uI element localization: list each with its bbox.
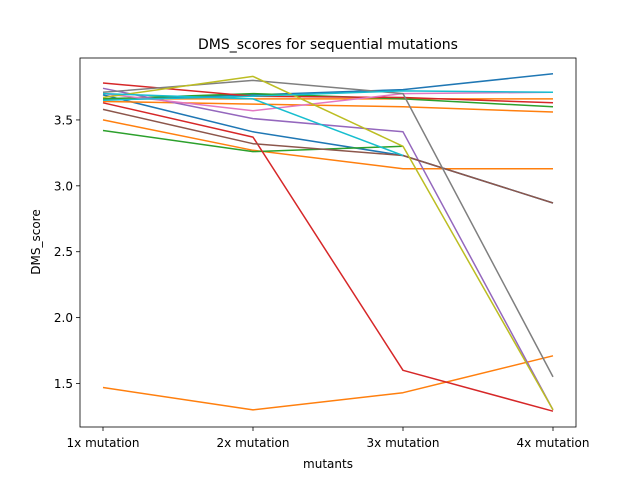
- y-tick-label: 3.5: [54, 113, 73, 127]
- series-line-3: [102, 355, 554, 411]
- y-tick-label: 3.0: [54, 179, 73, 193]
- series-line-11: [102, 87, 554, 411]
- series-line-9: [102, 82, 554, 104]
- series-layer: [102, 73, 554, 412]
- series-line-15: [102, 75, 554, 411]
- chart-title: DMS_scores for sequential mutations: [198, 37, 458, 53]
- series-line-12: [102, 108, 554, 204]
- series-line-4: [102, 119, 553, 170]
- x-tick-label: 1x mutation: [67, 436, 140, 450]
- y-tick-label: 2.5: [54, 245, 73, 259]
- y-axis-label: DMS_score: [29, 209, 43, 274]
- series-line-13: [102, 91, 554, 112]
- x-axis: 1x mutation 2x mutation 3x mutation 4x muta…: [67, 427, 590, 450]
- x-tick-label: 2x mutation: [217, 436, 290, 450]
- y-tick-label: 2.0: [54, 311, 73, 325]
- series-line-17: [102, 90, 554, 101]
- series-line-7: [102, 129, 404, 153]
- plot-frame: [79, 57, 577, 428]
- x-tick-label: 4x mutation: [517, 436, 590, 450]
- y-tick-label: 1.5: [54, 377, 73, 391]
- y-axis: 1.5 2.0 2.5 3.0 3.5: [54, 113, 80, 391]
- series-line-10: [102, 102, 554, 412]
- series-line-16: [102, 92, 404, 157]
- x-tick-label: 3x mutation: [367, 436, 440, 450]
- x-axis-label: mutants: [303, 457, 353, 471]
